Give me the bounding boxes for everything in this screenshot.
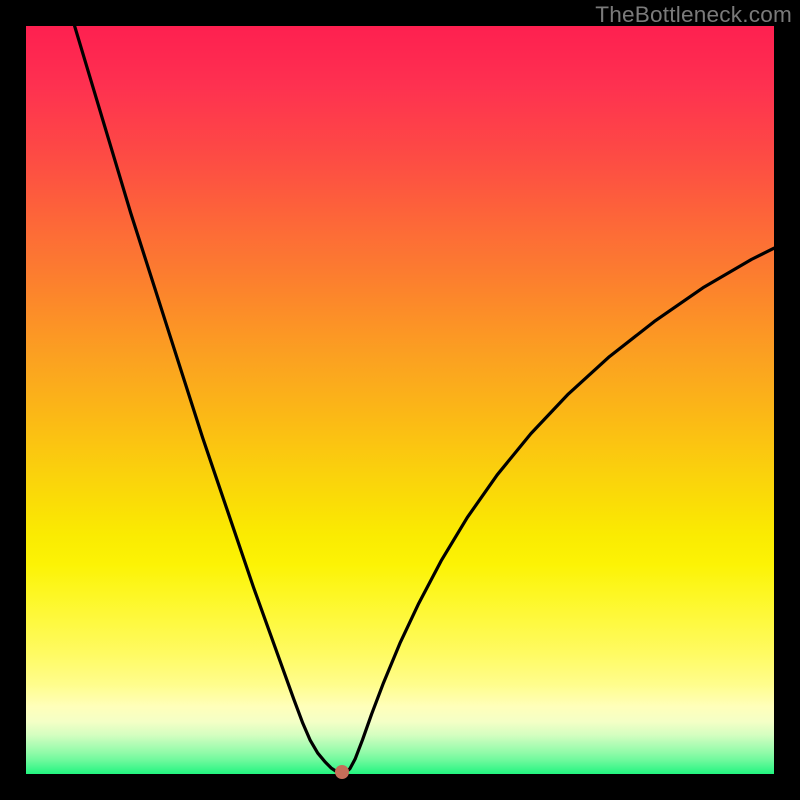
bottleneck-curve bbox=[26, 26, 774, 774]
curve-path bbox=[75, 26, 774, 773]
plot-area bbox=[26, 26, 774, 774]
optimal-point-marker bbox=[335, 765, 349, 779]
chart-frame: TheBottleneck.com bbox=[0, 0, 800, 800]
watermark-text: TheBottleneck.com bbox=[595, 2, 792, 28]
